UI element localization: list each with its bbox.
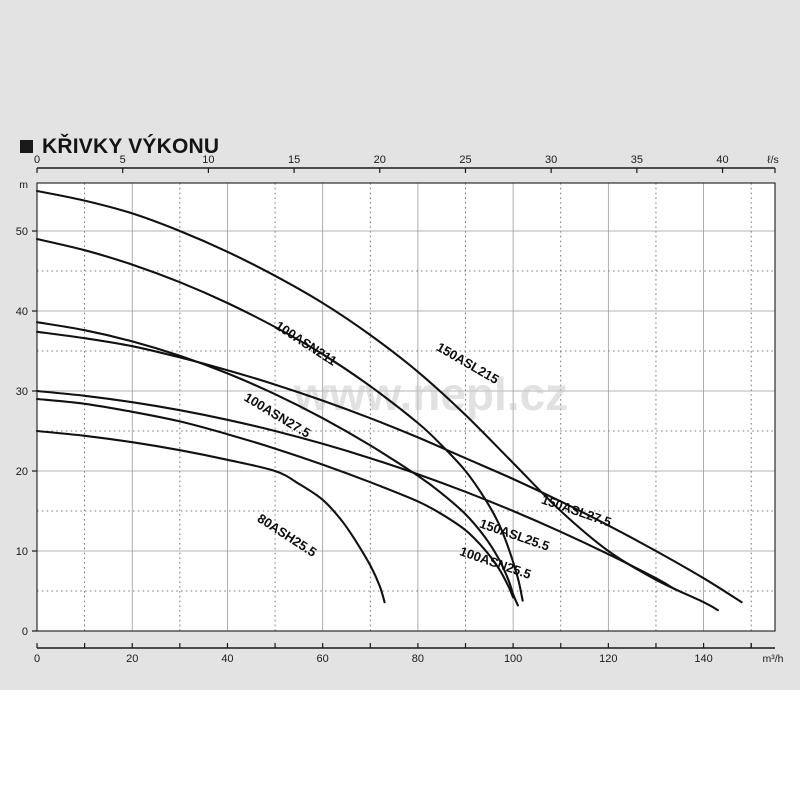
performance-curve-chart: www.nepl.cz 0 20 40 60 80 100 120 140 m³/h 0 5 10 15…: [16, 154, 784, 665]
tick-label-top: 40: [716, 154, 728, 166]
tick-label-top: 30: [545, 154, 557, 166]
section-title: KŘIVKY VÝKONU: [20, 136, 219, 157]
square-bullet-icon: [20, 140, 33, 153]
axis-tick-labels: 0 20 40 60 80 100 120 140 m³/h0 5 10 15 20 25 30 35 40 ℓ/…: [16, 154, 784, 665]
curve-100ASN25.5: [35, 397, 515, 599]
chart-canvas: www.nepl.cz 0 20 40 60 80 100 120 140 m³/h0 5 10 15…: [16, 154, 784, 665]
tick-label-bottom: 100: [504, 653, 522, 665]
curve-100ASN27.5: [35, 321, 519, 607]
axis-lines: [32, 167, 776, 649]
curve-150ASL25.5: [35, 389, 677, 591]
tick-label-bottom: 140: [694, 653, 712, 665]
tick-label-bottom: 120: [599, 653, 617, 665]
tick-label-bottom: 40: [221, 653, 233, 665]
page-title: KŘIVKY VÝKONU: [42, 135, 220, 158]
tick-label-left: 40: [16, 306, 28, 318]
tick-label-left: 30: [16, 386, 28, 398]
plot-frame: [36, 182, 776, 632]
tick-label-top: 0: [34, 154, 40, 166]
axis-unit-left: m: [19, 179, 28, 191]
curve-lines: [35, 189, 743, 612]
tick-label-top: 20: [374, 154, 386, 166]
tick-label-left: 50: [16, 226, 28, 238]
curve-100ASN211: [35, 237, 524, 602]
tick-label-left: 20: [16, 466, 28, 478]
watermark: www.nepl.cz: [293, 368, 568, 420]
grid-major-lines: [37, 183, 775, 631]
curve-150ASL27.5: [35, 330, 743, 604]
tick-label-bottom: 0: [34, 653, 40, 665]
tick-label-top: 5: [120, 154, 126, 166]
tick-label-top: 10: [202, 154, 214, 166]
tick-label-left: 0: [22, 626, 28, 638]
axis-unit-top: ℓ/s: [767, 154, 779, 166]
tick-label-top: 35: [631, 154, 643, 166]
watermark-text: www.nepl.cz: [293, 368, 568, 420]
tick-label-left: 10: [16, 546, 28, 558]
grid-minor-lines: [37, 183, 775, 631]
tick-label-bottom: 80: [412, 653, 424, 665]
tick-label-bottom: 20: [126, 653, 138, 665]
axis-unit-bottom: m³/h: [763, 653, 784, 665]
tick-label-top: 25: [459, 154, 471, 166]
tick-label-bottom: 60: [317, 653, 329, 665]
curve-80ASH25.5: [35, 429, 386, 604]
tick-label-top: 15: [288, 154, 300, 166]
